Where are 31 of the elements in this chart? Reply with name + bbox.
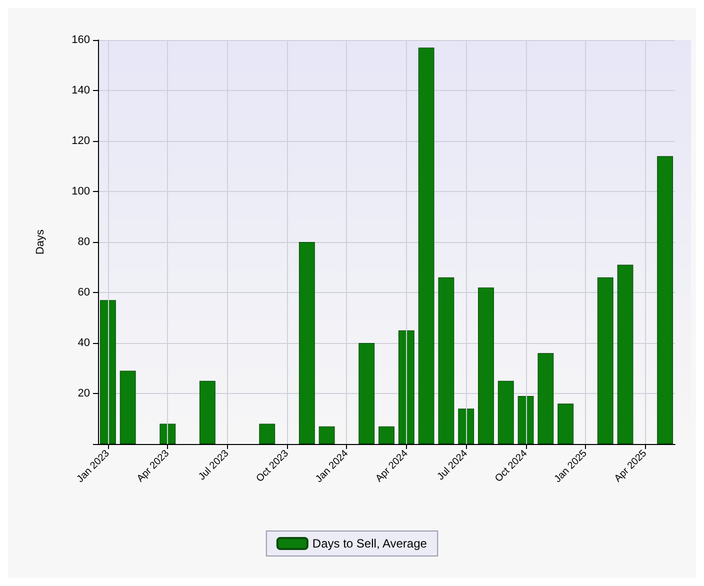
y-tick-label: 120 [72, 135, 90, 147]
bar [498, 380, 514, 444]
bar [100, 300, 116, 444]
y-tick-label: 100 [72, 186, 90, 198]
bar [458, 408, 474, 444]
bar [199, 380, 216, 444]
bar [160, 424, 176, 444]
y-tick-label: 140 [72, 84, 90, 96]
bar [318, 426, 335, 444]
y-tick-label: 60 [78, 286, 90, 298]
bar [538, 353, 554, 444]
bar [518, 396, 534, 444]
bar [617, 264, 634, 444]
bar [259, 424, 276, 444]
bar [418, 48, 434, 444]
bar [438, 277, 454, 444]
bar [558, 404, 574, 444]
bar [478, 287, 494, 444]
bar [378, 426, 394, 444]
bar [298, 242, 315, 444]
y-tick-label: 80 [78, 236, 90, 248]
y-tick-label: 40 [78, 337, 90, 349]
bar [398, 330, 414, 444]
bar [120, 370, 136, 444]
bar [358, 343, 375, 444]
bar [657, 156, 674, 444]
y-tick-label: 160 [72, 34, 90, 46]
legend-label: Days to Sell, Average [312, 536, 428, 550]
bar [597, 277, 614, 444]
y-axis-title: Days [34, 228, 46, 255]
y-tick-label: 20 [78, 388, 90, 400]
